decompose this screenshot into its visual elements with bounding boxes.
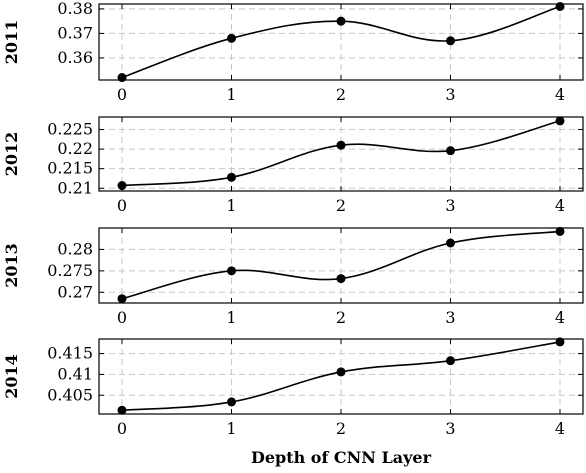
y-axis-label: 2011	[2, 20, 21, 65]
y-axis-label: 2013	[2, 243, 21, 288]
x-tick-label: 2	[336, 85, 346, 104]
y-tick-label: 0.21	[57, 178, 93, 197]
data-point	[555, 116, 565, 126]
x-tick-label: 1	[226, 85, 236, 104]
x-tick-label: 2	[336, 308, 346, 327]
y-tick-label: 0.215	[47, 159, 93, 178]
plot-frame	[98, 227, 584, 304]
data-point	[117, 73, 127, 83]
y-axis-label: 2014	[2, 354, 21, 399]
x-tick-label: 0	[117, 419, 127, 438]
data-point	[555, 337, 565, 347]
x-tick-label: 0	[117, 196, 127, 215]
x-axis-label: Depth of CNN Layer	[251, 448, 432, 467]
data-point	[555, 1, 565, 11]
y-tick-label: 0.27	[57, 282, 93, 301]
data-point	[117, 181, 127, 191]
y-tick-label: 0.41	[57, 364, 93, 383]
y-tick-label: 0.38	[57, 0, 93, 18]
y-tick-label: 0.37	[57, 23, 93, 42]
panel-2011: 0.36 0.37 0.38 0 1 2 3 4 2011	[2, 0, 584, 104]
y-tick-label: 0.28	[57, 239, 93, 258]
panel-2014: 0.405 0.410.415 0 1 2 3 4 2014	[2, 337, 584, 438]
data-point	[227, 33, 236, 43]
x-tick-label: 1	[226, 419, 236, 438]
plot-frame	[98, 338, 584, 415]
data-point	[446, 356, 455, 366]
y-tick-label: 0.22	[57, 139, 93, 158]
data-point	[227, 397, 236, 407]
x-tick-label: 4	[555, 85, 565, 104]
y-tick-label: 0.275	[47, 261, 93, 280]
data-point	[446, 238, 455, 248]
x-tick-label: 2	[336, 419, 346, 438]
x-tick-label: 3	[445, 419, 455, 438]
data-point	[446, 36, 455, 46]
data-point	[117, 294, 127, 304]
data-point	[117, 405, 127, 415]
x-tick-label: 3	[445, 308, 455, 327]
chart-panels: 0.360.370.380 1 2 3 420110.210.2150.220.2250…	[2, 0, 584, 438]
data-point	[555, 226, 565, 236]
x-tick-label: 3	[445, 196, 455, 215]
x-tick-label: 0	[117, 85, 127, 104]
y-tick-label: 0.415	[47, 344, 93, 363]
x-tick-label: 3	[445, 85, 455, 104]
y-tick-label: 0.225	[47, 120, 93, 139]
y-tick-label: 0.405	[47, 385, 93, 404]
x-tick-label: 1	[226, 308, 236, 327]
data-point	[336, 140, 346, 150]
y-tick-label: 0.36	[57, 48, 93, 67]
x-tick-label: 4	[555, 196, 565, 215]
plot-frame	[98, 116, 584, 192]
data-point	[336, 274, 346, 284]
data-point	[336, 16, 346, 26]
y-axis-label: 2012	[2, 132, 21, 177]
x-tick-label: 1	[226, 196, 236, 215]
x-tick-label: 0	[117, 308, 127, 327]
plot-frame	[98, 3, 584, 81]
x-tick-label: 4	[555, 308, 565, 327]
data-point	[227, 266, 236, 276]
panel-2013: 0.27 0.275 0.28 0 1 2 3 4 2013	[2, 226, 584, 327]
data-point	[446, 146, 455, 156]
x-tick-label: 4	[555, 419, 565, 438]
data-point	[336, 367, 346, 377]
data-point	[227, 172, 236, 182]
x-tick-label: 2	[336, 196, 346, 215]
